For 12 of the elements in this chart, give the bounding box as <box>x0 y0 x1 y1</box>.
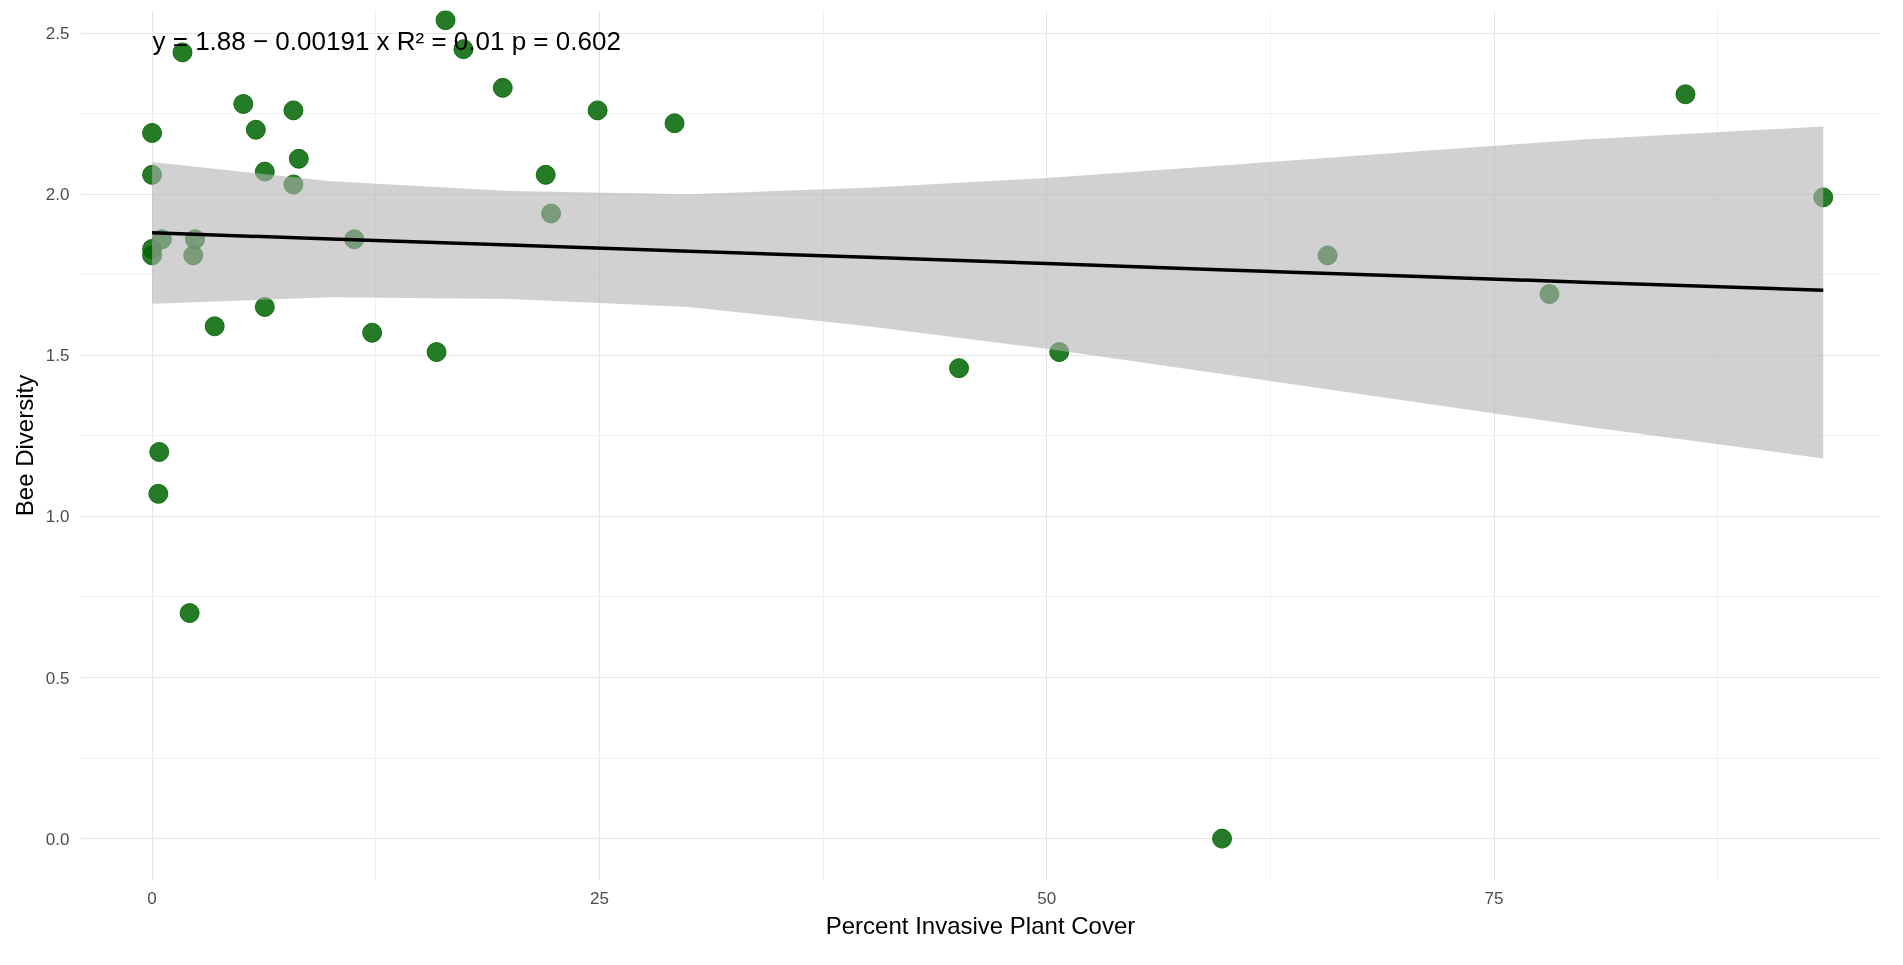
x-tick-label: 50 <box>1037 888 1057 908</box>
y-tick-label: 2.0 <box>45 185 70 205</box>
x-axis-title: Percent Invasive Plant Cover <box>825 911 1136 939</box>
y-axis-title: Bee Diversity <box>10 374 38 517</box>
y-tick-label: 1.0 <box>45 507 70 527</box>
x-tick-label: 0 <box>147 888 157 908</box>
y-tick-label: 0.0 <box>45 829 70 849</box>
y-tick-label: 1.5 <box>45 346 70 366</box>
y-tick-label: 0.5 <box>45 668 70 688</box>
x-tick-label: 75 <box>1484 888 1504 908</box>
x-tick-label: 25 <box>589 888 609 908</box>
y-tick-label: 2.5 <box>45 24 70 44</box>
